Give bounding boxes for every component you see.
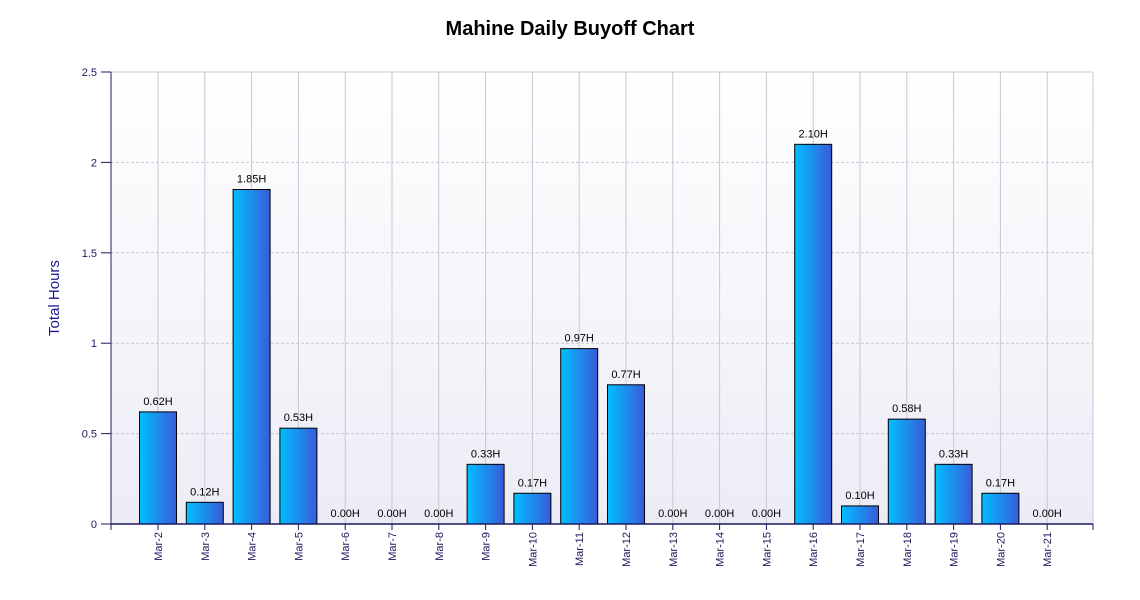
bar-data-label: 0.00H — [1033, 508, 1062, 520]
y-tick-label: 2.5 — [82, 67, 97, 79]
bar — [794, 143, 833, 525]
chart-title: Mahine Daily Buyoff Chart — [445, 18, 695, 40]
x-tick-label: Mar-18 — [902, 532, 914, 567]
bar-data-label: 0.97H — [565, 333, 594, 345]
x-tick-label: Mar-16 — [808, 532, 820, 567]
bar — [139, 411, 177, 525]
grid-lines — [111, 71, 1094, 524]
y-tick-label: 0 — [91, 519, 97, 531]
bar-data-label: 0.33H — [939, 448, 968, 460]
bar-data-label: 0.10H — [845, 490, 874, 502]
x-tick-label: Mar-15 — [761, 532, 773, 567]
bar — [607, 384, 645, 525]
x-tick-label: Mar-8 — [434, 532, 446, 561]
bar-data-label: 0.77H — [611, 369, 640, 381]
bar-data-label: 0.00H — [705, 508, 734, 520]
x-tick-label: Mar-7 — [387, 532, 399, 561]
bar-data-label: 0.00H — [658, 508, 687, 520]
bar — [279, 427, 318, 525]
x-tick-label: Mar-11 — [574, 532, 586, 566]
bar — [185, 501, 224, 525]
x-tick-label: Mar-2 — [153, 532, 165, 561]
bar — [232, 189, 271, 525]
bar — [466, 463, 505, 525]
bar-data-label: 0.00H — [424, 508, 453, 520]
x-tick-label: Mar-6 — [340, 532, 352, 561]
bar-data-label: 0.00H — [331, 508, 360, 520]
bar-data-label: 1.85H — [237, 174, 266, 186]
x-tick-label: Mar-12 — [621, 532, 633, 567]
bar-data-label: 0.12H — [190, 486, 219, 498]
y-axis-label: Total Hours — [46, 260, 63, 336]
bar — [934, 463, 973, 525]
bar-data-label: 0.53H — [284, 412, 313, 424]
bar-data-label: 0.58H — [892, 403, 921, 415]
bar-data-label: 0.33H — [471, 448, 500, 460]
bar-data-label: 0.00H — [377, 508, 406, 520]
x-tick-label: Mar-9 — [481, 532, 493, 561]
bar-data-label: 0.17H — [986, 477, 1015, 489]
y-tick-label: 1.5 — [82, 248, 97, 260]
y-tick-label: 0.5 — [82, 429, 97, 441]
x-tick-label: Mar-5 — [293, 532, 305, 561]
bar — [887, 418, 926, 525]
x-tick-label: Mar-3 — [200, 532, 212, 561]
y-tick-label: 2 — [91, 157, 97, 169]
bar-data-label: 0.00H — [752, 508, 781, 520]
x-tick-label: Mar-20 — [995, 532, 1007, 567]
bar — [513, 492, 552, 525]
bar — [841, 505, 879, 525]
x-tick-label: Mar-13 — [668, 532, 680, 567]
bar-data-label: 0.62H — [143, 396, 172, 408]
x-tick-label: Mar-17 — [855, 532, 867, 567]
x-tick-label: Mar-10 — [527, 532, 539, 567]
axes: 0 0.5 1 1.5 2 2.5 Mar-2 Mar-3 Mar-4 Mar-5 Mar-6 Mar… — [82, 67, 1094, 567]
bar-data-label: 0.17H — [518, 477, 547, 489]
x-tick-label: Mar-4 — [247, 532, 259, 561]
bar — [560, 348, 599, 525]
bars: 0.62H 0.12H 1.85H 0.53H 0.00H 0.00H 0.00H 0.33H… — [139, 128, 1062, 525]
bar-data-label: 2.10H — [799, 128, 828, 140]
x-tick-label: Mar-14 — [715, 532, 727, 567]
x-tick-label: Mar-21 — [1042, 532, 1054, 567]
y-tick-label: 1 — [91, 338, 97, 350]
x-tick-label: Mar-19 — [949, 532, 961, 567]
plot-area — [111, 72, 1093, 524]
bar — [981, 492, 1020, 525]
